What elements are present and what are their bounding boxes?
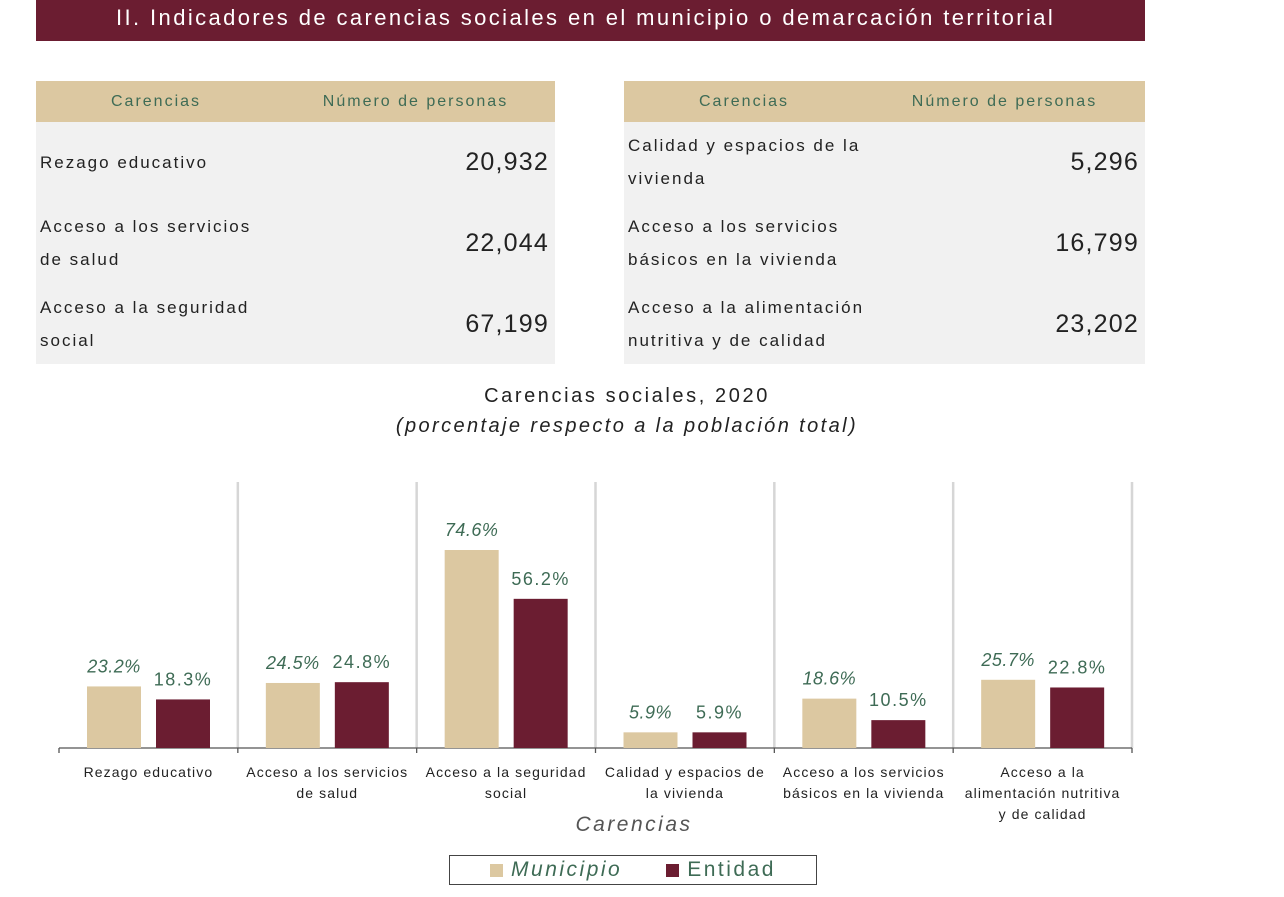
row-label: Acceso a la alimentación nutritiva y de c… <box>624 291 888 357</box>
legend-item-municipio: Municipio <box>490 858 622 882</box>
x-tick-label: Calidad y espacios de <box>605 764 765 780</box>
legend-label-municipio: Municipio <box>511 858 623 881</box>
row-label: Acceso a los servicios de salud <box>36 210 300 276</box>
bar-municipio <box>623 732 678 748</box>
legend-swatch-municipio <box>490 863 504 877</box>
x-tick-label: y de calidad <box>999 806 1087 822</box>
header-carencias: Carencias <box>110 92 202 110</box>
data-label-entidad: 5.9% <box>696 702 743 722</box>
data-label-municipio: 24.5% <box>265 653 320 673</box>
data-label-municipio: 74.6% <box>445 520 499 540</box>
row-label-line: Acceso a los servicios <box>40 217 252 236</box>
section-title: II. Indicadores de carencias sociales en… <box>116 5 1056 30</box>
row-label-line: Calidad y espacios de la <box>628 136 861 155</box>
bar-municipio <box>981 679 1036 748</box>
data-label-municipio: 25.7% <box>980 650 1035 670</box>
carencias-table-left: Carencias Número de personas Rezago educ… <box>36 81 555 364</box>
section-title-banner: II. Indicadores de carencias sociales en… <box>36 0 1145 41</box>
row-label: Acceso a los servicios básicos en la vivi… <box>624 210 888 276</box>
x-tick-label: básicos en la vivienda <box>783 785 944 801</box>
bar-entidad <box>156 699 210 748</box>
data-label-municipio: 18.6% <box>803 669 857 689</box>
table-row: Acceso a la seguridad social 67,199 <box>36 284 555 364</box>
bar-entidad <box>513 598 568 748</box>
row-label: Rezago educativo <box>36 146 300 179</box>
table-row: Calidad y espacios de la vivienda 5,296 <box>624 122 1145 202</box>
row-label: Acceso a la seguridad social <box>36 291 300 357</box>
row-label-line: de salud <box>40 250 121 269</box>
header-carencias: Carencias <box>698 92 790 110</box>
bar-entidad <box>871 720 926 748</box>
bar-municipio <box>87 686 141 748</box>
x-tick-label: la vivienda <box>646 785 724 801</box>
row-label-line: Acceso a la alimentación <box>628 298 865 317</box>
x-tick-label: Rezago educativo <box>84 764 214 780</box>
bar-chart: 23.2% 18.3% Rezago educativo 24.5% 24.8% Acce… <box>58 482 1134 836</box>
row-label: Calidad y espacios de la vivienda <box>624 129 888 195</box>
row-label-line: Acceso a la seguridad <box>40 298 250 317</box>
data-label-entidad: 56.2% <box>511 569 570 589</box>
bar-municipio <box>265 682 320 748</box>
legend-item-entidad: Entidad <box>666 858 776 882</box>
legend-label-entidad: Entidad <box>687 858 776 881</box>
data-label-entidad: 22.8% <box>1048 657 1107 677</box>
x-tick-label: alimentación nutritiva <box>965 785 1121 801</box>
x-tick-label: Acceso a los servicios <box>783 764 945 780</box>
data-label-entidad: 10.5% <box>869 690 928 710</box>
bar-entidad <box>692 732 747 748</box>
row-label-line: básicos en la vivienda <box>628 250 839 269</box>
carencias-table-right: Carencias Número de personas Calidad y e… <box>624 81 1145 364</box>
table-header: Carencias Número de personas <box>624 81 1145 122</box>
x-axis-title: Carencias <box>575 813 692 836</box>
legend-swatch-entidad <box>666 863 680 877</box>
row-value: 5,296 <box>1070 147 1139 176</box>
row-value: 23,202 <box>1055 309 1139 338</box>
row-value: 22,044 <box>465 228 549 257</box>
table-header: Carencias Número de personas <box>36 81 555 122</box>
bar-municipio <box>444 550 499 748</box>
row-label-line: social <box>40 331 96 350</box>
table-row: Rezago educativo 20,932 <box>36 122 555 202</box>
row-value: 16,799 <box>1055 228 1139 257</box>
row-label-line: Acceso a los servicios <box>628 217 840 236</box>
table-row: Acceso a los servicios básicos en la vivi… <box>624 203 1145 283</box>
x-tick-label: Acceso a los servicios <box>246 764 408 780</box>
chart-subtitle: (porcentaje respecto a la población tota… <box>395 415 859 437</box>
x-tick-label: social <box>485 785 527 801</box>
data-label-entidad: 18.3% <box>154 669 213 689</box>
header-numero-personas: Número de personas <box>322 92 509 110</box>
row-label-line: Rezago educativo <box>40 152 209 172</box>
bar-entidad <box>334 682 389 748</box>
row-value: 67,199 <box>465 309 549 338</box>
row-label-line: nutritiva y de calidad <box>628 331 827 350</box>
table-row: Acceso a la alimentación nutritiva y de c… <box>624 284 1145 364</box>
row-label-line: vivienda <box>628 169 707 188</box>
data-label-municipio: 5.9% <box>629 702 672 722</box>
bar-municipio <box>802 698 857 748</box>
x-tick-label: Acceso a la <box>1000 764 1084 780</box>
header-numero-personas: Número de personas <box>911 92 1098 110</box>
data-label-municipio: 23.2% <box>86 656 141 676</box>
table-row: Acceso a los servicios de salud 22,044 <box>36 203 555 283</box>
chart-legend: Municipio Entidad <box>449 855 817 885</box>
x-tick-label: Acceso a la seguridad <box>426 764 587 780</box>
row-value: 20,932 <box>465 147 549 176</box>
x-tick-label: de salud <box>296 785 358 801</box>
chart-title: Carencias sociales, 2020 <box>484 385 770 407</box>
data-label-entidad: 24.8% <box>333 652 392 672</box>
bar-entidad <box>1050 687 1105 748</box>
